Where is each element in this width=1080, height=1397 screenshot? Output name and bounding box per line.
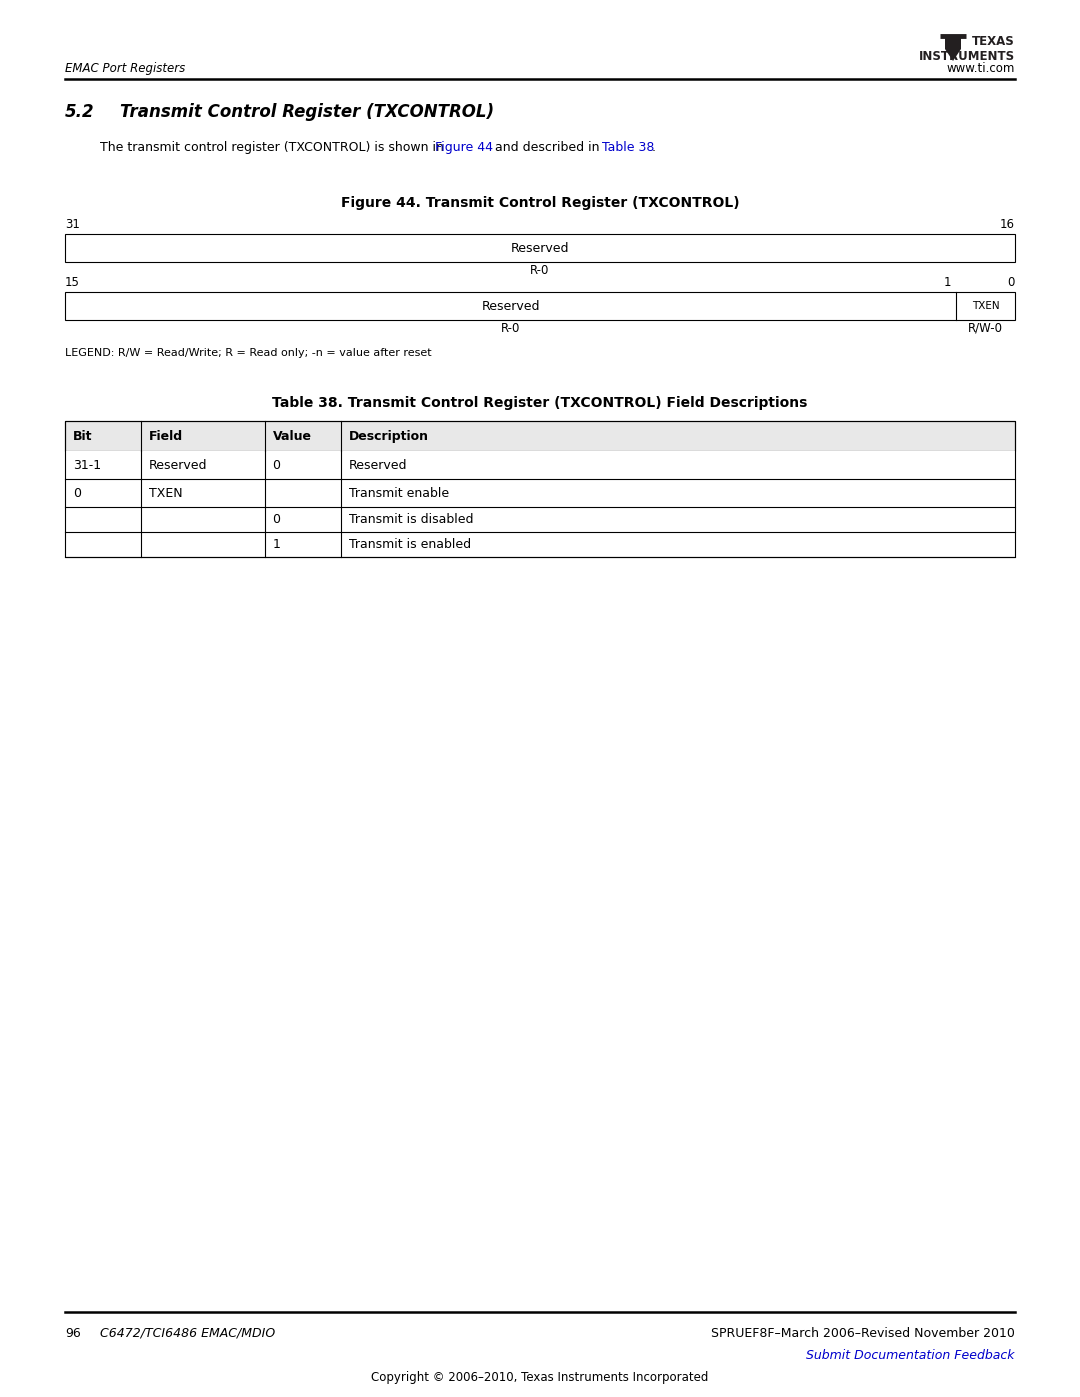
- Text: LEGEND: R/W = Read/Write; R = Read only; -n = value after reset: LEGEND: R/W = Read/Write; R = Read only;…: [65, 348, 432, 358]
- Text: 15: 15: [65, 277, 80, 289]
- Text: Transmit is disabled: Transmit is disabled: [349, 513, 473, 527]
- Polygon shape: [945, 36, 961, 61]
- Bar: [65, 507, 1015, 532]
- Text: Reserved: Reserved: [349, 458, 407, 472]
- Text: EMAC Port Registers: EMAC Port Registers: [65, 61, 186, 75]
- Text: R/W-0: R/W-0: [968, 321, 1003, 334]
- Text: 0: 0: [272, 513, 281, 527]
- Text: 31-1: 31-1: [73, 458, 102, 472]
- Bar: [65, 451, 1015, 479]
- Bar: [65, 235, 1015, 263]
- Text: The transmit control register (TXCONTROL) is shown in: The transmit control register (TXCONTROL…: [100, 141, 448, 154]
- Text: 31: 31: [65, 218, 80, 231]
- Text: 0: 0: [73, 486, 81, 500]
- Bar: [65, 532, 1015, 557]
- Text: Figure 44: Figure 44: [435, 141, 492, 154]
- Text: SPRUEF8F–March 2006–Revised November 2010: SPRUEF8F–March 2006–Revised November 201…: [711, 1327, 1015, 1340]
- Text: Figure 44. Transmit Control Register (TXCONTROL): Figure 44. Transmit Control Register (TX…: [340, 196, 740, 210]
- Text: Transmit enable: Transmit enable: [349, 486, 448, 500]
- Text: 16: 16: [1000, 218, 1015, 231]
- Text: Field: Field: [149, 429, 184, 443]
- Text: 1: 1: [944, 277, 951, 289]
- Text: Submit Documentation Feedback: Submit Documentation Feedback: [807, 1350, 1015, 1362]
- Text: Reserved: Reserved: [482, 299, 540, 313]
- Text: Description: Description: [349, 429, 429, 443]
- Text: TXEN: TXEN: [972, 300, 999, 312]
- Text: TEXAS
INSTRUMENTS: TEXAS INSTRUMENTS: [919, 35, 1015, 63]
- Text: .: .: [652, 141, 656, 154]
- Text: and described in: and described in: [490, 141, 603, 154]
- Text: Transmit Control Register (TXCONTROL): Transmit Control Register (TXCONTROL): [120, 103, 495, 122]
- Text: 0: 0: [272, 458, 281, 472]
- Text: Reserved: Reserved: [149, 458, 207, 472]
- Text: 5.2: 5.2: [65, 103, 95, 122]
- Text: www.ti.com: www.ti.com: [947, 61, 1015, 75]
- Text: R-0: R-0: [530, 264, 550, 277]
- Text: 96: 96: [65, 1327, 81, 1340]
- Text: Table 38. Transmit Control Register (TXCONTROL) Field Descriptions: Table 38. Transmit Control Register (TXC…: [272, 395, 808, 409]
- Text: 1: 1: [272, 538, 281, 550]
- Bar: [65, 292, 1015, 320]
- Bar: [65, 420, 1015, 451]
- Text: C6472/TCI6486 EMAC/MDIO: C6472/TCI6486 EMAC/MDIO: [100, 1327, 275, 1340]
- Text: 0: 0: [1008, 277, 1015, 289]
- Text: Reserved: Reserved: [511, 242, 569, 254]
- Bar: [65, 420, 1015, 557]
- Text: Table 38: Table 38: [603, 141, 654, 154]
- Text: Transmit is enabled: Transmit is enabled: [349, 538, 471, 550]
- Text: Bit: Bit: [73, 429, 93, 443]
- Text: Copyright © 2006–2010, Texas Instruments Incorporated: Copyright © 2006–2010, Texas Instruments…: [372, 1370, 708, 1384]
- Text: TXEN: TXEN: [149, 486, 183, 500]
- Text: R-0: R-0: [501, 321, 521, 334]
- Text: Value: Value: [272, 429, 311, 443]
- Bar: [65, 479, 1015, 507]
